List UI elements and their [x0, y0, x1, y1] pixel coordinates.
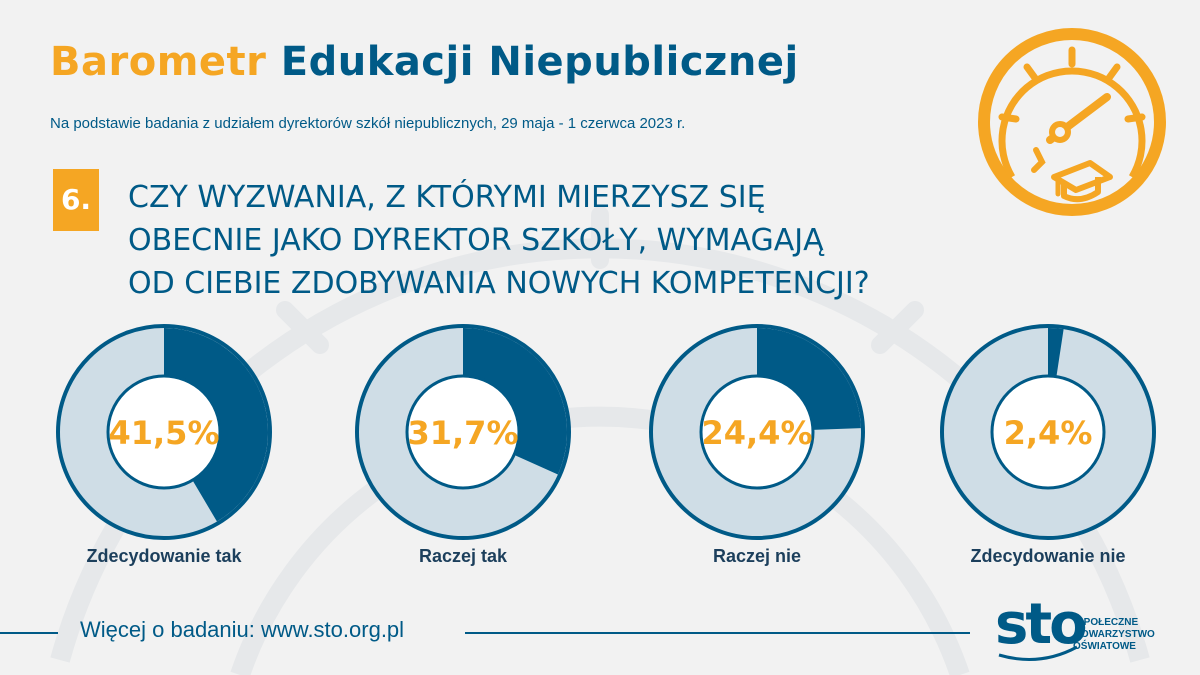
donut-1: 41,5%	[56, 324, 272, 540]
category-label-3: Raczej nie	[712, 546, 802, 566]
value-label-4: 2,4%	[1004, 414, 1093, 452]
donut-hole-1	[106, 374, 222, 490]
gauge-graduation-cap-icon	[978, 28, 1166, 216]
value-label-3: 24,4%	[701, 414, 812, 452]
donut-slice-2	[463, 328, 567, 475]
logo-text-1: SPOŁECZNE	[1077, 617, 1138, 628]
question-line-2: OBECNIE JAKO DYREKTOR SZKOŁY, WYMAGAJĄ	[128, 223, 824, 258]
question-line-1: CZY WYZWANIA, Z KTÓRYMI MIERZYSZ SIĘ	[128, 180, 766, 215]
logo-text-3: OŚWIATOWE	[1073, 639, 1136, 652]
footer-rule-left	[0, 632, 58, 634]
donut-2: 31,7%	[355, 324, 571, 540]
logo-text-2: TOWARZYSTWO	[1075, 629, 1155, 640]
category-label-4: Zdecydowanie nie	[970, 546, 1126, 566]
donut-hole-3	[699, 374, 815, 490]
value-label-1: 41,5%	[108, 414, 219, 452]
logo-mark: sto	[995, 592, 1086, 657]
sto-logo: sto SPOŁECZNE TOWARZYSTWO OŚWIATOWE	[995, 592, 1155, 661]
page-title: Barometr Edukacji Niepublicznej	[50, 42, 799, 82]
title-part-2: Edukacji Niepublicznej	[280, 39, 799, 85]
donut-slice-4	[1048, 328, 1064, 377]
question-line-3: OD CIEBIE ZDOBYWANIA NOWYCH KOMPETENCJI?	[128, 266, 870, 301]
value-label-2: 31,7%	[407, 414, 518, 452]
question-number-badge: 6.	[53, 169, 99, 231]
donut-outer-ring-3	[649, 324, 865, 540]
donut-4: 2,4%	[940, 324, 1156, 540]
donut-3: 24,4%	[649, 324, 865, 540]
donut-hole-2	[405, 374, 521, 490]
footer-rule-right	[465, 632, 970, 634]
donut-outer-ring-4	[940, 324, 1156, 540]
donut-outer-ring-2	[355, 324, 571, 540]
donut-outer-ring-1	[56, 324, 272, 540]
donut-slice-3	[757, 328, 861, 430]
title-part-1: Barometr	[50, 39, 267, 85]
donut-slice-1	[164, 328, 269, 522]
category-label-2: Raczej tak	[418, 546, 508, 566]
question-text: CZY WYZWANIA, Z KTÓRYMI MIERZYSZ SIĘ OBE…	[128, 176, 1028, 305]
subtitle: Na podstawie badania z udziałem dyrektor…	[50, 115, 686, 132]
donut-hole-4	[990, 374, 1106, 490]
category-label-1: Zdecydowanie tak	[86, 546, 242, 566]
footer-link[interactable]: Więcej o badaniu: www.sto.org.pl	[80, 617, 405, 642]
